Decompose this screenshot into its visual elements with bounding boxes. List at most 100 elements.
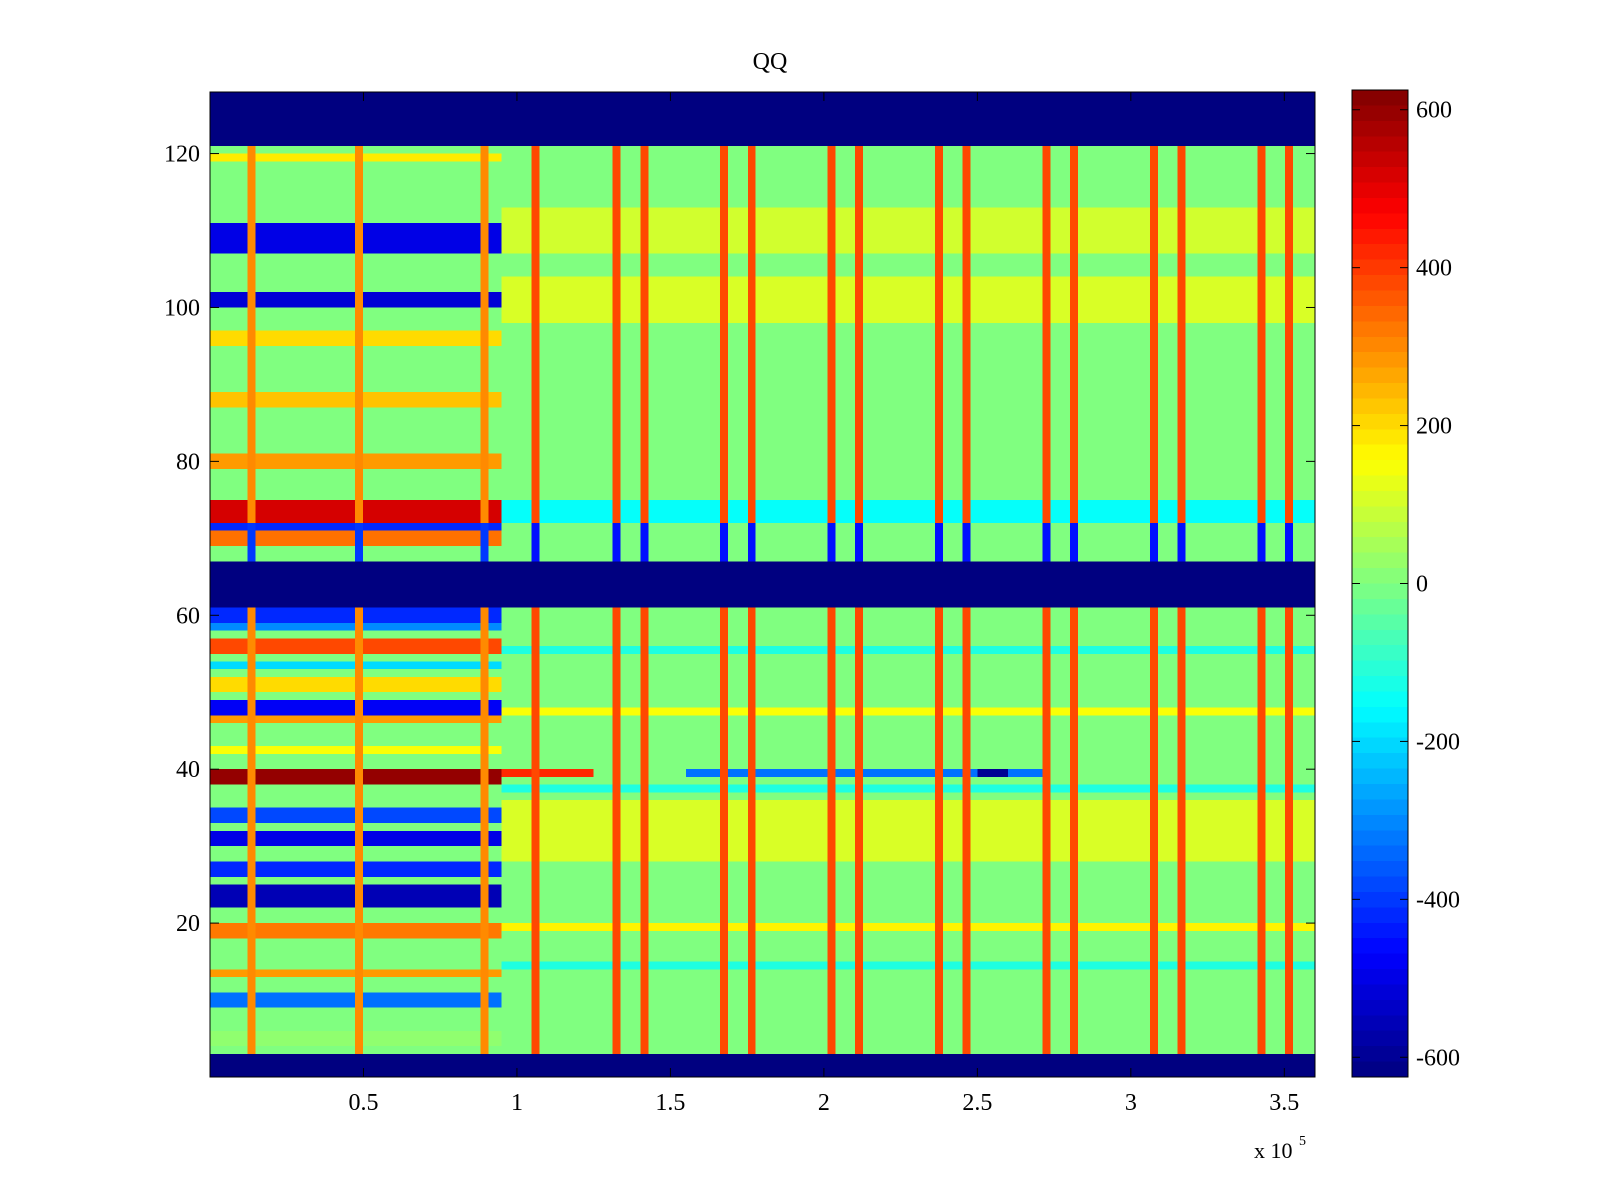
heatmap-row-band-late <box>501 784 1315 793</box>
colorbar-swatch <box>1352 938 1408 955</box>
heatmap-streak <box>685 769 1045 777</box>
x-tick-label: 2.5 <box>962 1090 992 1116</box>
heatmap-spike-column-lower <box>612 607 621 1054</box>
colorbar-swatch <box>1352 259 1408 276</box>
heatmap-spike-column-upper <box>1177 145 1186 562</box>
colorbar-swatch <box>1352 722 1408 739</box>
heatmap-spike-column-lower <box>1177 607 1186 1054</box>
colorbar-swatch <box>1352 1046 1408 1063</box>
colorbar-swatch <box>1352 568 1408 585</box>
colorbar-swatch <box>1352 583 1408 600</box>
colorbar-swatch <box>1352 383 1408 400</box>
colorbar-swatch <box>1352 167 1408 184</box>
colorbar-swatch <box>1352 706 1408 723</box>
heatmap-spike-column-upper <box>720 145 729 562</box>
x-tick-label: 1 <box>511 1090 523 1116</box>
heatmap-spike-column-upper <box>640 145 649 562</box>
colorbar-swatch <box>1352 799 1408 816</box>
y-axis: 20 40 60 80 100 120 <box>164 142 1315 937</box>
colorbar-swatch <box>1352 182 1408 199</box>
heatmap-spike-column-cool <box>1177 522 1186 562</box>
y-tick-label: 100 <box>164 295 200 321</box>
heatmap-spike-column-cool <box>855 522 864 562</box>
heatmap-spike-column-cool <box>935 522 943 562</box>
y-tick-label: 40 <box>176 757 200 783</box>
heatmap-spike-column-upper <box>1042 145 1051 562</box>
heatmap-spike-column-lower <box>480 607 489 1054</box>
colorbar-swatch <box>1352 629 1408 646</box>
colorbar-tick-label: -400 <box>1416 887 1460 913</box>
heatmap-spike-column-lower <box>720 607 729 1054</box>
x-tick-label: 3 <box>1125 1090 1137 1116</box>
colorbar-swatch <box>1352 197 1408 214</box>
heatmap-spike-column-lower <box>247 607 256 1054</box>
heatmap-spike-column-lower <box>1284 607 1293 1054</box>
heatmap-spike-column-upper <box>962 145 971 562</box>
colorbar-swatch <box>1352 305 1408 322</box>
heatmap-row-band-late <box>501 207 1315 254</box>
heatmap-plot-area <box>210 92 1315 1077</box>
x-tick-label: 0.5 <box>348 1090 378 1116</box>
x-tick-label: 2 <box>818 1090 830 1116</box>
heatmap-spike-column-lower <box>1070 607 1079 1054</box>
colorbar-swatch <box>1352 984 1408 1001</box>
heatmap-spike-column-upper <box>1149 145 1158 562</box>
colorbar-swatch <box>1352 244 1408 261</box>
colorbar-swatch <box>1352 953 1408 970</box>
heatmap-spike-column-cool <box>827 522 836 562</box>
heatmap-row-band-late <box>501 707 1315 716</box>
colorbar-swatch <box>1352 598 1408 615</box>
heatmap-spike-column-cool <box>720 522 729 562</box>
colorbar-swatch <box>1352 228 1408 245</box>
heatmap-spike-column-cool <box>640 522 649 562</box>
colorbar-swatch <box>1352 999 1408 1016</box>
heatmap-spike-column-lower <box>640 607 649 1054</box>
heatmap-spike-column-cool <box>1070 522 1079 562</box>
heatmap-spike-column-cool <box>354 522 363 562</box>
y-tick-label: 60 <box>176 603 200 629</box>
colorbar-swatch <box>1352 768 1408 785</box>
x-multiplier-label: x 10 <box>1254 1138 1293 1163</box>
heatmap-spike-column-lower <box>1149 607 1158 1054</box>
colorbar-swatch <box>1352 891 1408 908</box>
x-axis: 0.5 1 1.5 2 2.5 3 3.5 <box>348 92 1299 1116</box>
heatmap-spike-column-cool <box>1149 522 1158 562</box>
colorbar-swatch <box>1352 413 1408 430</box>
heatmap-row-band-late <box>501 646 1315 654</box>
heatmap-spike-column-lower <box>935 607 943 1054</box>
x-tick-label: 3.5 <box>1269 1090 1299 1116</box>
heatmap-spike-column-lower <box>827 607 836 1054</box>
colorbar-swatch <box>1352 537 1408 554</box>
colorbar-swatch <box>1352 321 1408 338</box>
colorbar-swatch <box>1352 969 1408 986</box>
colorbar-tick-label: -600 <box>1416 1045 1460 1071</box>
heatmap-spike-column-cool <box>247 522 256 562</box>
colorbar-swatch <box>1352 105 1408 122</box>
colorbar-tick-label: 600 <box>1416 98 1452 124</box>
colorbar-swatch <box>1352 814 1408 831</box>
heatmap-spike-column-lower <box>354 607 363 1054</box>
colorbar-tick-label: 0 <box>1416 572 1428 598</box>
heatmap-row-band-late <box>501 276 1315 323</box>
colorbar-swatch <box>1352 460 1408 477</box>
colorbar-tick-label: 200 <box>1416 414 1452 440</box>
heatmap-spike-column-lower <box>855 607 864 1054</box>
heatmap-spike-column-cool <box>1042 522 1051 562</box>
x-multiplier-exponent: 5 <box>1299 1134 1306 1149</box>
plot-frame <box>209 91 1316 1078</box>
heatmap-spike-column-upper <box>747 145 756 562</box>
colorbar-tick-label: 400 <box>1416 256 1452 282</box>
heatmap-row-band-late <box>501 961 1315 970</box>
colorbar-swatch <box>1352 475 1408 492</box>
heatmap-spike-column-lower <box>1257 607 1266 1054</box>
colorbar-swatch <box>1352 676 1408 693</box>
colorbar-swatch <box>1352 660 1408 677</box>
colorbar-swatch <box>1352 521 1408 538</box>
colorbar-swatch <box>1352 336 1408 353</box>
colorbar-tick-label: -200 <box>1416 729 1460 755</box>
heatmap-spike-column-lower <box>962 607 971 1054</box>
colorbar-swatch <box>1352 429 1408 446</box>
colorbar-swatch <box>1352 922 1408 939</box>
heatmap-spike-column-cool <box>1284 522 1293 562</box>
